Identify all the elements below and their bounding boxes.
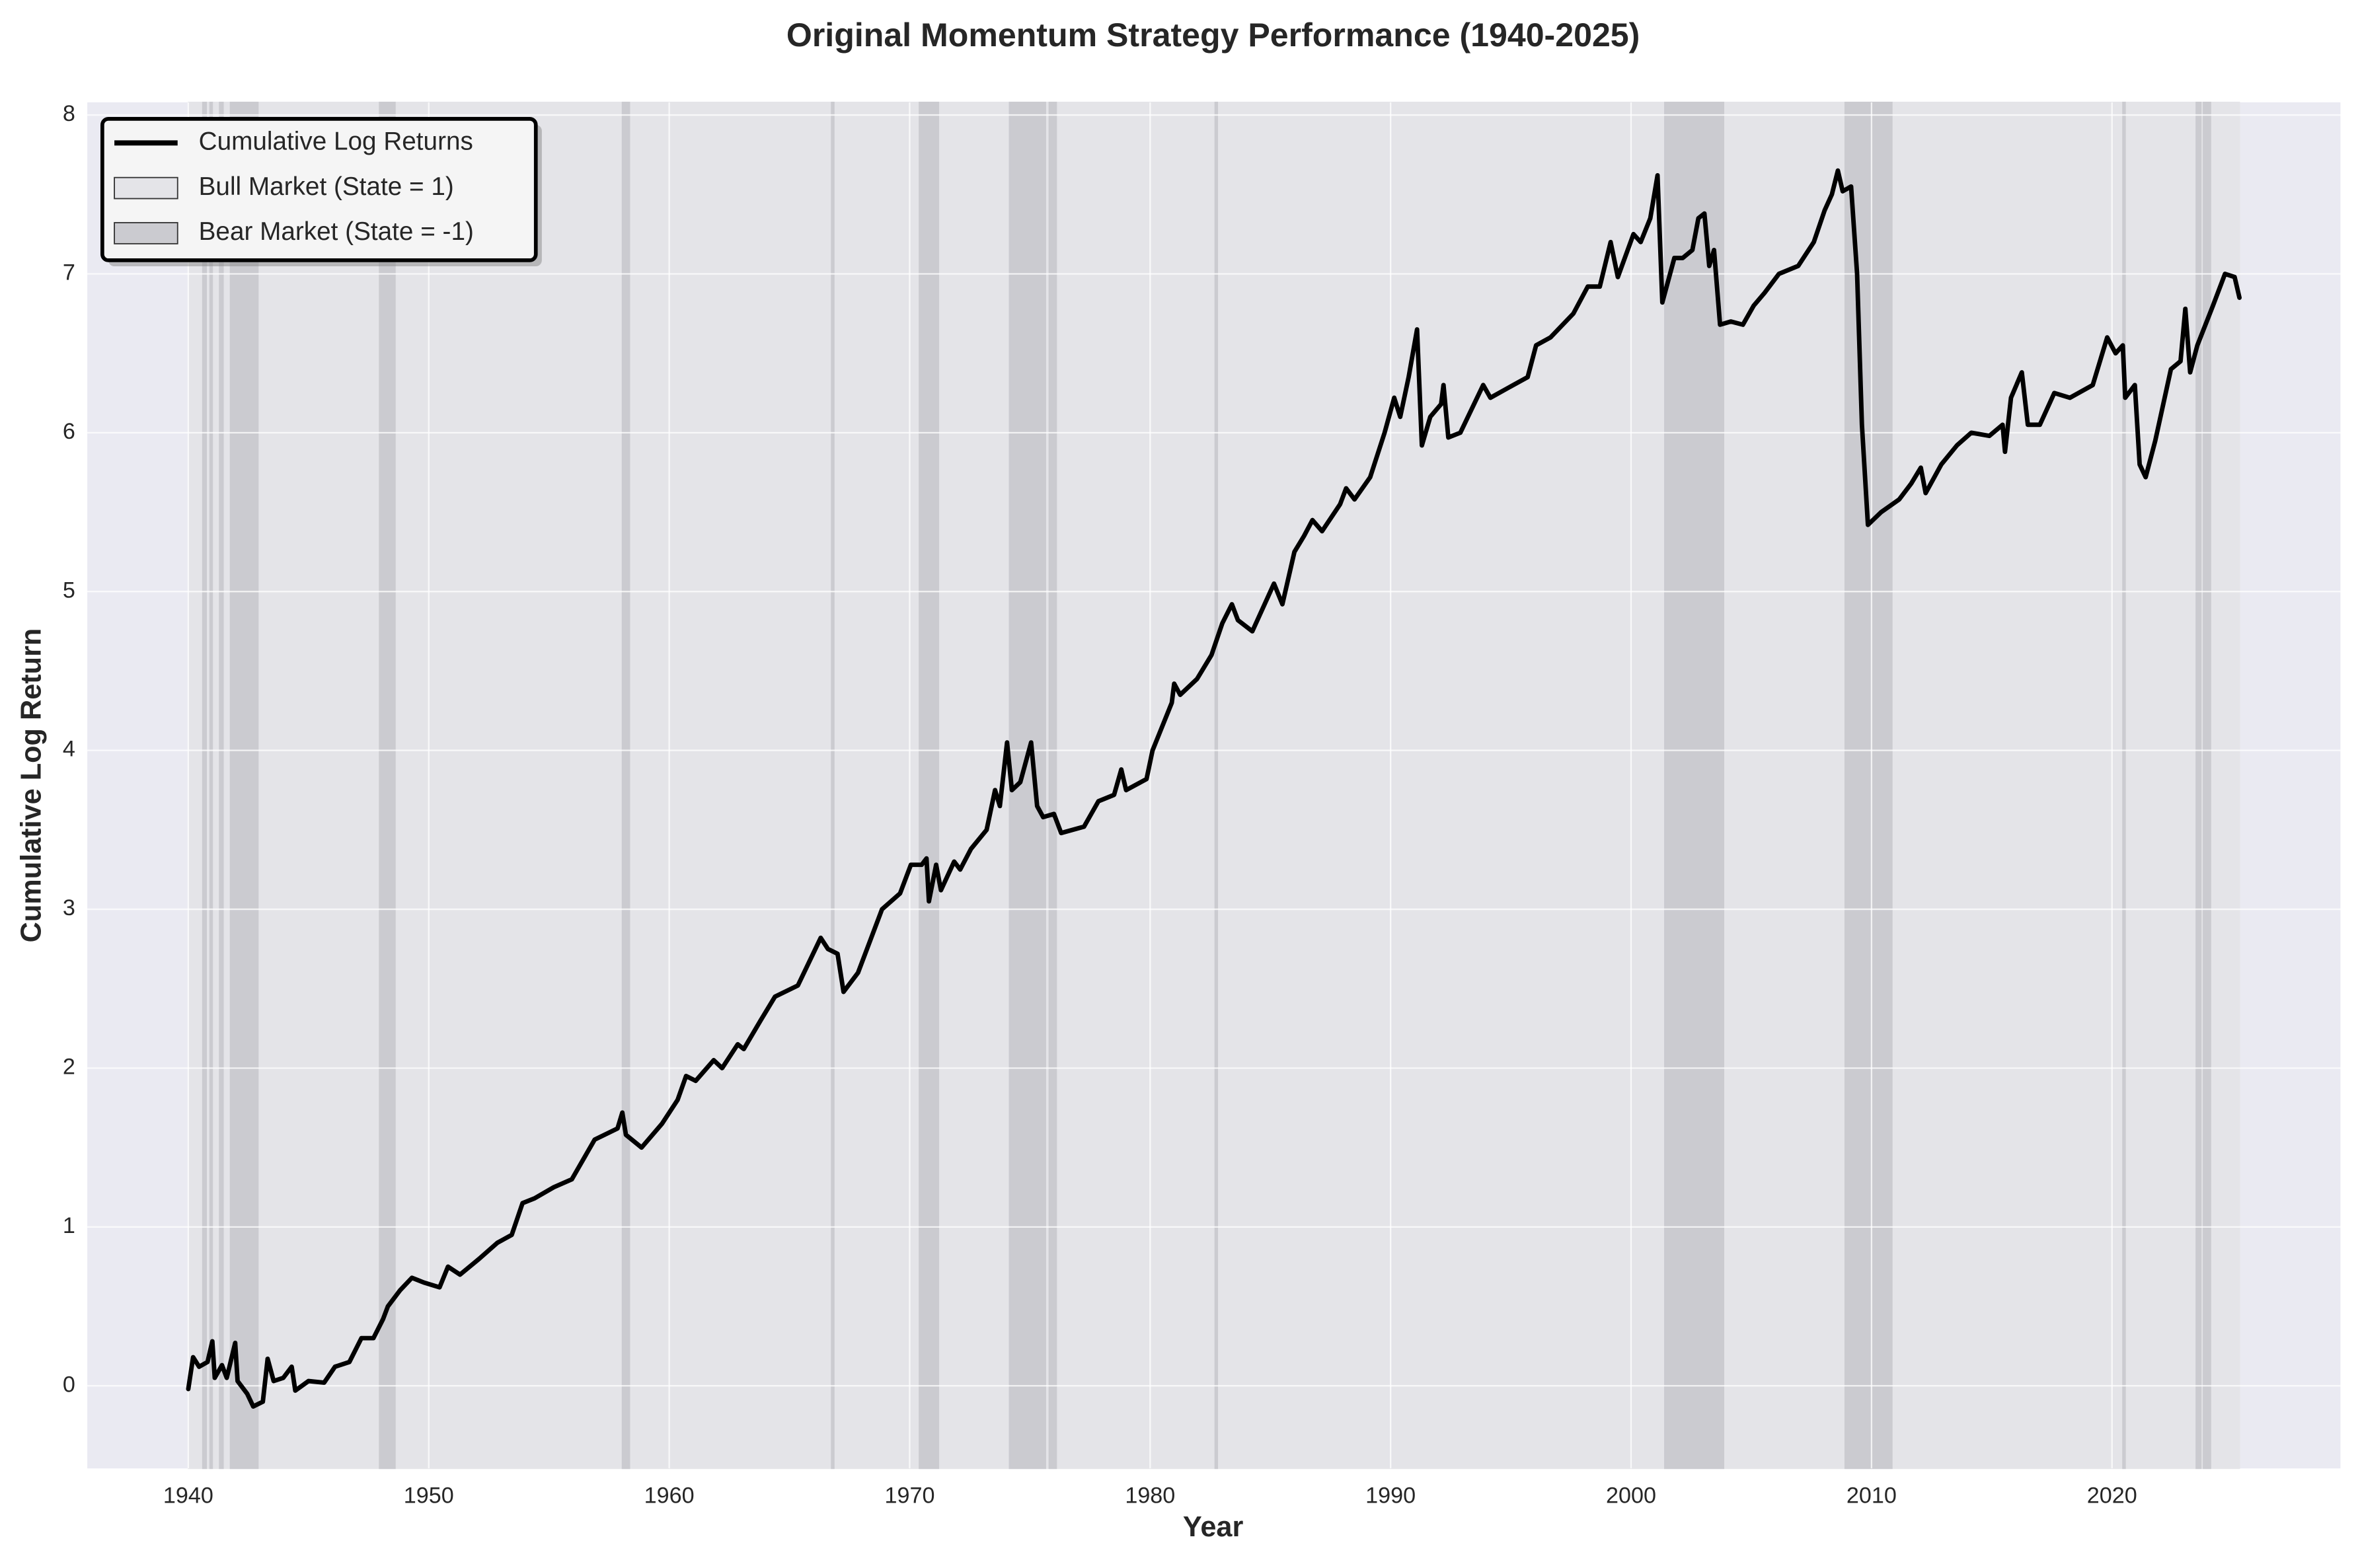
region-span (1048, 101, 1057, 1470)
x-tick-label: 1960 (644, 1483, 695, 1509)
lines (186, 168, 2242, 1409)
region-span (219, 101, 224, 1470)
x-tick-label: 2000 (1606, 1483, 1656, 1509)
y-tick-label: 3 (63, 895, 75, 920)
legend-label: Cumulative Log Returns (199, 128, 473, 156)
region-span (2203, 101, 2211, 1470)
legend: Cumulative Log Returns Bull Market (State… (100, 117, 542, 267)
legend-patch (114, 176, 178, 200)
region-span (202, 101, 208, 1470)
region-span (2122, 101, 2126, 1470)
legend-box (100, 117, 538, 262)
region-span (1844, 101, 1893, 1470)
x-tick-label: 1940 (163, 1483, 213, 1509)
grid (87, 102, 2341, 1469)
region-span (621, 101, 630, 1470)
x-tick-label: 2010 (1846, 1483, 1897, 1509)
chart-title: Original Momentum Strategy Performance (… (786, 17, 1640, 54)
y-tick-label: 5 (63, 578, 75, 603)
x-tick-label: 1970 (884, 1483, 934, 1509)
region-span (2195, 101, 2202, 1470)
region-span (831, 101, 835, 1470)
x-tick-label: 1950 (404, 1483, 454, 1509)
region-span (187, 101, 2240, 1470)
regions (187, 101, 2240, 1470)
region-span (229, 101, 259, 1470)
y-tick-label: 8 (63, 101, 75, 126)
region-span (379, 101, 396, 1470)
y-tick-label: 1 (63, 1213, 75, 1238)
y-tick-label: 4 (63, 737, 75, 762)
x-tick-label: 1990 (1365, 1483, 1416, 1509)
y-axis-label: Cumulative Log Return (16, 628, 48, 943)
legend-label: Bull Market (State = 1) (199, 172, 454, 201)
legend-label: Bear Market (State = -1) (199, 217, 474, 246)
region-span (1664, 101, 1725, 1470)
x-tick-label: 2020 (2087, 1483, 2137, 1509)
y-tick-label: 7 (63, 260, 75, 285)
legend-patch (114, 222, 178, 244)
x-axis-label: Year (1183, 1511, 1244, 1543)
y-tick-label: 2 (63, 1054, 75, 1079)
x-tick-label: 1980 (1125, 1483, 1175, 1509)
region-span (919, 101, 940, 1470)
series-line (186, 168, 2242, 1409)
ticks: 0 1 2 3 4 5 6 7 8 1940 1950 1960 1970 1980 1990 2000 201… (63, 101, 2137, 1508)
region-span (209, 101, 213, 1470)
region-span (1214, 101, 1219, 1470)
y-tick-label: 6 (63, 419, 75, 444)
y-tick-label: 0 (63, 1372, 75, 1397)
